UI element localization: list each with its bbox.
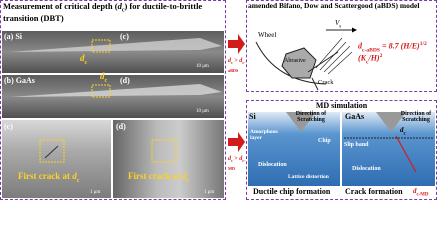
dc-label: dc [80, 53, 88, 66]
scale-bar: 1 μm [204, 190, 215, 195]
text-part: d [228, 156, 231, 162]
gaas-caption: Crack formation [345, 187, 403, 196]
scale-bar: 10 μm [196, 64, 209, 69]
panel-label: (c) [4, 122, 13, 131]
md-overlay [286, 112, 434, 173]
caption: First crack at dc [128, 171, 190, 184]
dislocation-label: Dislocation [258, 162, 287, 168]
slip-label: Slip band [344, 142, 369, 148]
text-part: c [231, 60, 233, 66]
scale-bar: 10 μm [196, 109, 209, 114]
text-part: d [80, 53, 85, 63]
amorphous-label: Amorphous layer [250, 129, 278, 141]
text-part: > [232, 156, 240, 162]
text-part: d [228, 58, 231, 64]
si-label: Si [249, 112, 256, 121]
text-part: V [335, 19, 340, 27]
text-part: ) for ductile-to-brittle transition (DBT… [3, 1, 203, 23]
text-part: d [400, 126, 404, 134]
panel-label: (a) Si [4, 32, 22, 41]
text-part: 1/2 [419, 41, 427, 47]
arrow-label: dc > dc-MD [228, 156, 246, 171]
text-part: Measurement of critical depth ( [3, 1, 118, 11]
left-title: Measurement of critical depth (dc) for d… [3, 2, 223, 23]
text-part: d [100, 71, 105, 81]
formula: dc-aBDS = 8.7 (H/E)1/2 (Kc/H)2 [358, 41, 436, 66]
text-part: c-aBDS [228, 60, 246, 73]
text-part: d [239, 58, 243, 64]
text-part: c-MD [228, 158, 246, 171]
model-title: amended Bifano, Dow and Scattergood (aBD… [248, 1, 420, 10]
page: Measurement of critical depth (dc) for d… [0, 0, 437, 200]
text-part: First crack at [128, 171, 183, 181]
text-part: = 8.7 (H/E) [380, 41, 420, 51]
si-caption: Ductile chip formation [253, 187, 331, 196]
text-part: /H) [368, 53, 380, 63]
dc-label: dc [400, 126, 406, 137]
text-part: d [182, 171, 187, 181]
md-image [248, 112, 340, 186]
text-part: d [358, 41, 362, 51]
chip-label: Chip [318, 138, 331, 144]
text-part: 2 [379, 53, 383, 60]
text-part: First crack at [18, 171, 73, 181]
text-part: (K [358, 53, 366, 63]
overlay [10, 38, 222, 163]
text-part: d [117, 1, 122, 11]
vs-label: Vs [335, 19, 342, 30]
text-part: d [72, 171, 77, 181]
sem-image [113, 120, 224, 198]
text-part: c [231, 158, 233, 164]
dc-label: dc [100, 71, 108, 84]
text-part: > [232, 58, 240, 64]
md-title: MD simulation [315, 101, 368, 110]
panel-label: (d) [116, 122, 126, 131]
text-part: c-MD [416, 192, 429, 198]
arrow-label: dc > dc-aBDS [228, 58, 246, 73]
dislocation-label: Dislocation [352, 166, 381, 172]
abrasive-label: Abrasive [284, 58, 306, 64]
text-part: c-aBDS [362, 47, 381, 54]
text-part: c [186, 176, 190, 184]
dcmd-label: dc-MD [413, 187, 429, 198]
text-part: c [104, 76, 108, 84]
text-part: d [239, 156, 243, 162]
text-part: c [76, 176, 80, 184]
model-diagram [255, 27, 357, 91]
wheel-label: Wheel [258, 31, 277, 39]
panel-label: (c) [120, 32, 129, 41]
gaas-label: GaAs [345, 112, 365, 121]
caption: First crack at dc [18, 171, 80, 184]
lattice-label: Lattice distortion [288, 174, 329, 180]
text-part: c [121, 7, 125, 14]
direction-label: Direction of Scratching [295, 111, 327, 124]
text-part: c [403, 131, 406, 137]
panel-label: (b) GaAs [4, 76, 35, 85]
crack-label: Crack [318, 79, 334, 86]
direction-label: Direction of Scratching [400, 111, 432, 124]
panel-label: (d) [120, 76, 130, 85]
text-part: d [413, 187, 417, 195]
left-box [0, 0, 226, 200]
arrows [228, 34, 245, 152]
text-part: s [339, 24, 342, 30]
text-part: c [84, 58, 88, 66]
sem-image [2, 120, 111, 198]
scale-bar: 1 μm [90, 190, 101, 195]
text-part: c [366, 59, 369, 66]
sem-image [2, 31, 224, 73]
